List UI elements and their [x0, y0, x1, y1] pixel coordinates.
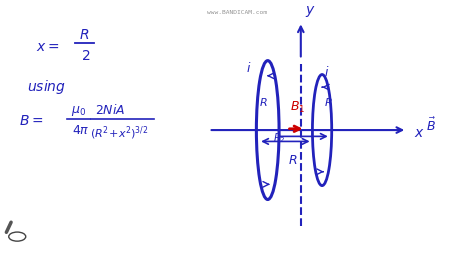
Text: $2NiA$: $2NiA$ [95, 103, 126, 117]
Text: www.BANDICAM.com: www.BANDICAM.com [207, 10, 267, 15]
Text: $y$: $y$ [305, 4, 315, 19]
Text: $\mu_0$: $\mu_0$ [71, 104, 86, 118]
Text: $P_2$: $P_2$ [273, 131, 285, 145]
Text: $i$: $i$ [324, 65, 330, 79]
Text: $\vec{B}$: $\vec{B}$ [426, 116, 436, 134]
Text: $x$: $x$ [414, 126, 425, 140]
Text: $B =$: $B =$ [18, 114, 43, 128]
Text: $2$: $2$ [81, 49, 91, 63]
Text: $R$: $R$ [324, 96, 333, 108]
Text: $R$: $R$ [259, 96, 268, 108]
Text: $4\pi$: $4\pi$ [72, 124, 89, 136]
Text: $using$: $using$ [27, 78, 65, 96]
Text: $B_1$: $B_1$ [291, 100, 306, 115]
Text: $R$: $R$ [79, 28, 89, 42]
Text: $R$: $R$ [288, 154, 297, 167]
Text: $i$: $i$ [246, 61, 252, 75]
Text: $x =$: $x =$ [36, 40, 60, 54]
Text: $(R^2\!+\!x^2)^{3/2}$: $(R^2\!+\!x^2)^{3/2}$ [90, 124, 148, 142]
